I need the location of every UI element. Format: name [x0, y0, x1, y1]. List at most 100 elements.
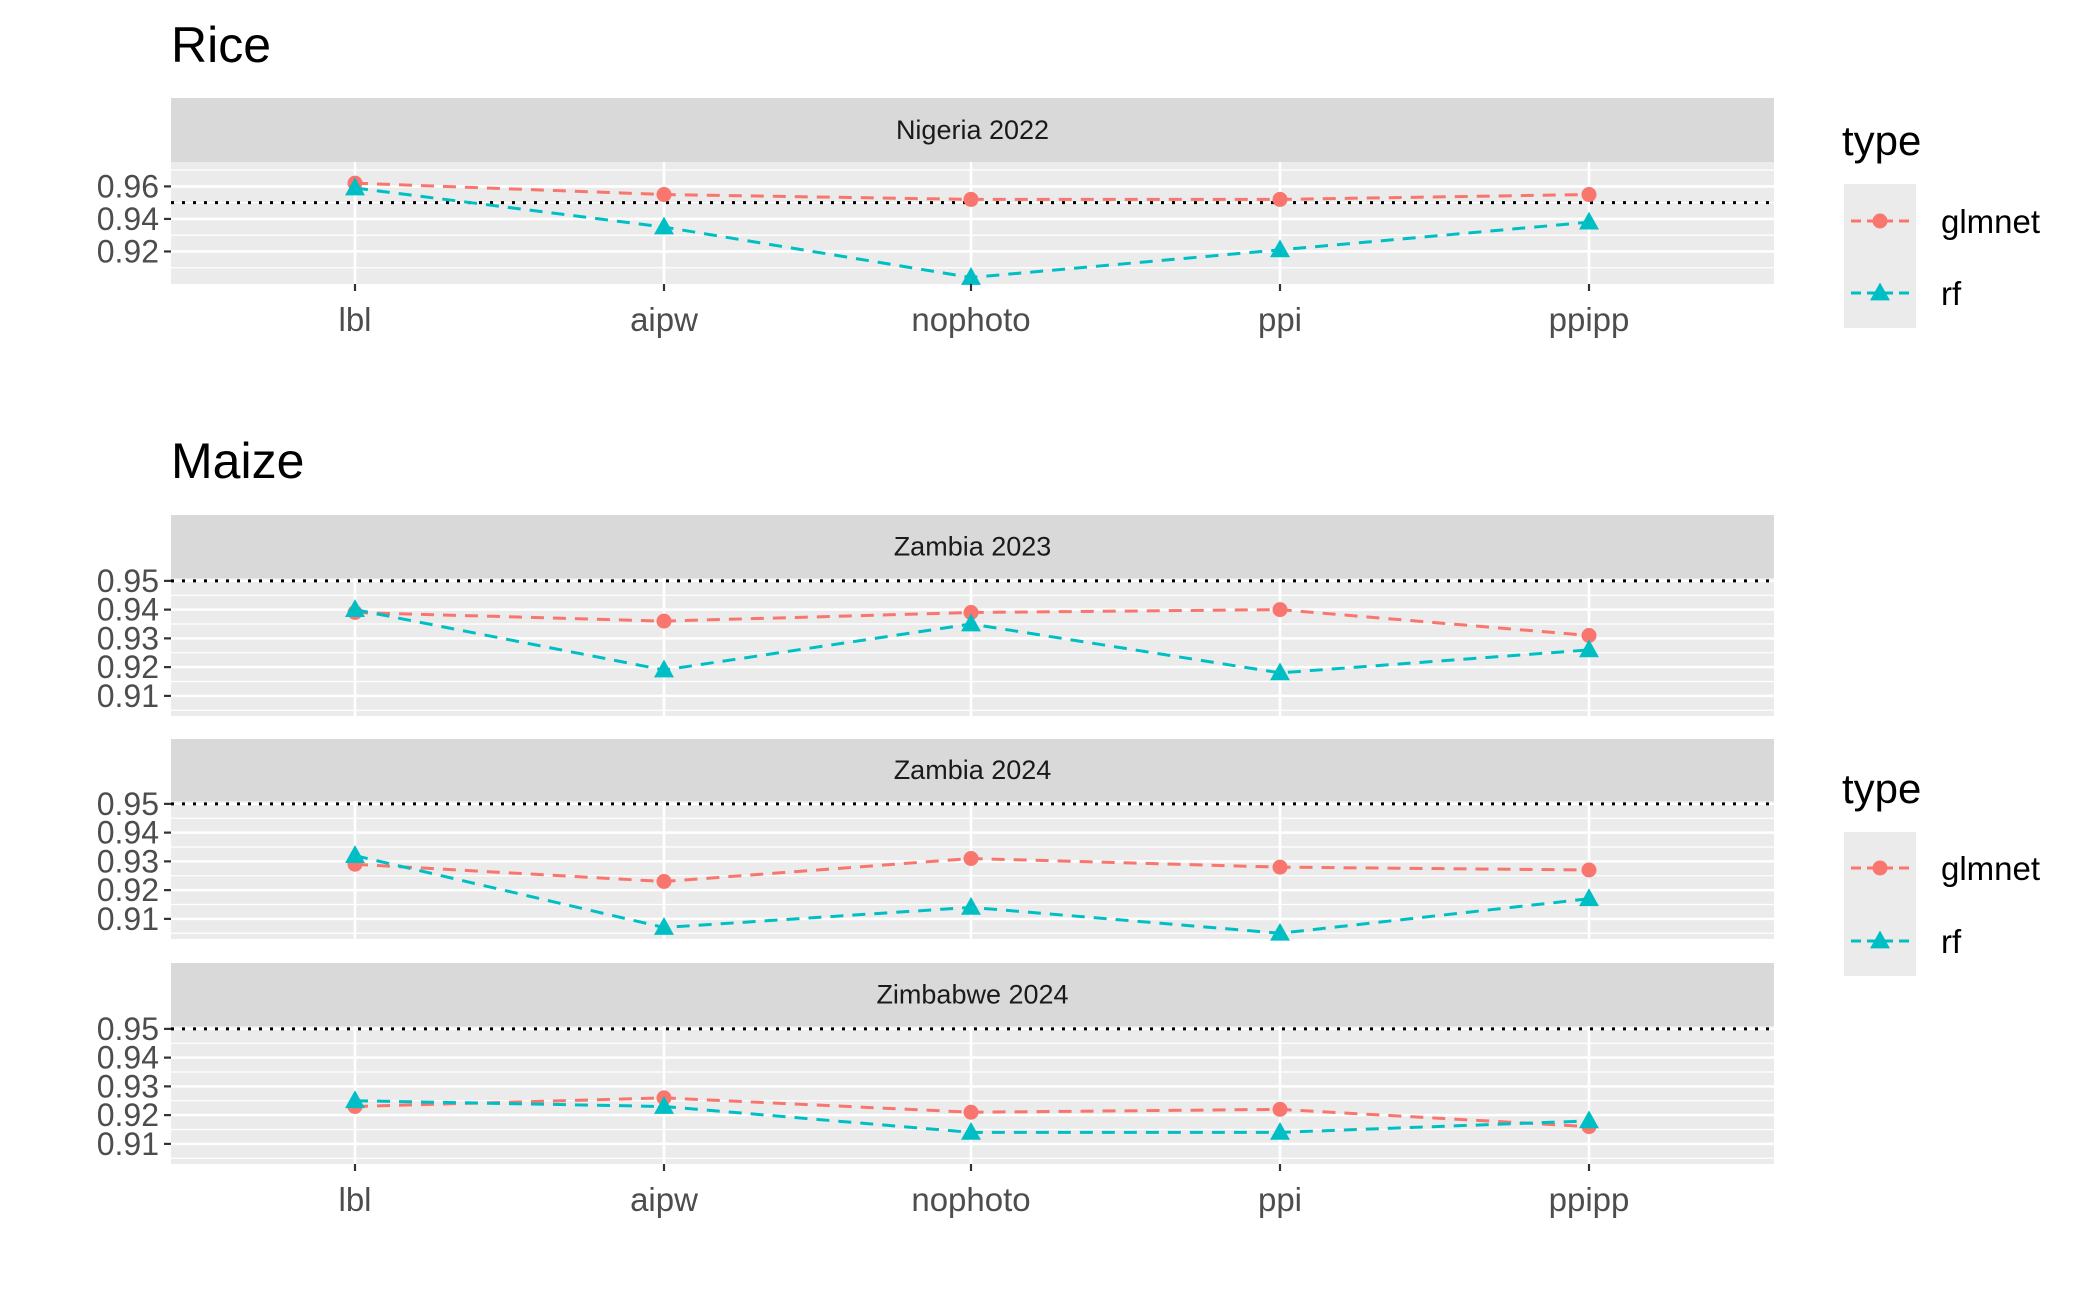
point-glmnet-ppipp — [1581, 628, 1597, 643]
y-tick-label: 0.93 — [97, 1068, 159, 1104]
legend-marker-rf — [1870, 930, 1890, 949]
y-tick-label: 0.92 — [97, 233, 159, 269]
strip-background — [171, 515, 1774, 578]
point-glmnet-nophoto — [963, 851, 979, 866]
x-tick-label: nophoto — [911, 301, 1030, 338]
point-rf-ppi — [1270, 1121, 1290, 1140]
legend-label: glmnet — [1941, 203, 2040, 240]
point-rf-aipw — [654, 917, 674, 935]
x-tick-label: lbl — [338, 301, 371, 338]
point-glmnet-ppi — [1272, 1101, 1288, 1117]
legend: type glmnet rf — [1842, 117, 2040, 328]
strip-background — [171, 98, 1774, 162]
series-rf — [345, 599, 1599, 681]
point-glmnet-ppi — [1272, 602, 1288, 618]
legend-title: type — [1842, 765, 1921, 812]
series-glmnet — [347, 851, 1597, 889]
point-glmnet-ppi — [1272, 859, 1288, 875]
legend-label: rf — [1941, 275, 1962, 312]
point-rf-aipw — [654, 216, 674, 235]
chart-title: Maize — [171, 433, 304, 489]
y-tick-label: 0.95 — [97, 1011, 159, 1047]
y-tick-label: 0.95 — [97, 786, 159, 822]
point-rf-lbl — [345, 177, 365, 196]
panel-background — [171, 162, 1774, 284]
y-tick-label: 0.92 — [97, 872, 159, 908]
legend-key-background — [1844, 184, 1916, 328]
point-rf-ppi — [1270, 239, 1290, 258]
point-rf-aipw — [654, 659, 674, 678]
strip-label: Zimbabwe 2024 — [876, 980, 1068, 1010]
y-tick-label: 0.91 — [97, 678, 159, 714]
legend-key-background — [1844, 832, 1916, 976]
y-tick-label: 0.94 — [97, 592, 159, 628]
x-tick-label: ppipp — [1549, 301, 1630, 338]
point-glmnet-nophoto — [963, 191, 979, 207]
strip-background — [171, 739, 1774, 801]
legend-marker-glmnet — [1872, 213, 1888, 229]
x-tick-label: lbl — [338, 1181, 371, 1218]
point-rf-lbl — [345, 599, 365, 617]
point-rf-nophoto — [961, 896, 981, 915]
legend-marker-glmnet — [1872, 860, 1888, 876]
x-tick-label: nophoto — [911, 1181, 1030, 1218]
strip-label: Nigeria 2022 — [896, 115, 1049, 145]
panel-zimbabwe-2024: Zimbabwe 2024 0.910.920.930.940.95 lbl aipw… — [97, 963, 1774, 1218]
y-tick-label: 0.92 — [97, 1097, 159, 1133]
y-tick-label: 0.94 — [97, 815, 159, 851]
x-tick-label: ppi — [1258, 301, 1302, 338]
x-tick-label: ppi — [1258, 1181, 1302, 1218]
y-tick-label: 0.91 — [97, 1126, 159, 1162]
panel-zambia-2024: Zambia 2024 0.910.920.930.940.95 — [97, 739, 1774, 941]
point-glmnet-aipw — [656, 187, 672, 203]
strip-background — [171, 963, 1774, 1026]
point-rf-ppi — [1270, 922, 1290, 941]
point-glmnet-aipw — [656, 613, 672, 629]
y-tick-label: 0.91 — [97, 901, 159, 937]
legend-entry-glmnet: glmnet — [1851, 203, 2040, 240]
legend-entry-rf: rf — [1851, 923, 1962, 960]
series-rf — [345, 177, 1599, 285]
point-rf-nophoto — [961, 613, 981, 632]
legend-title: type — [1842, 117, 1921, 164]
point-glmnet-aipw — [656, 874, 672, 889]
legend: type glmnet rf — [1842, 765, 2040, 976]
panel-background — [171, 1026, 1774, 1164]
panel-nigeria-2022: Nigeria 2022 0.920.940.96 lbl aipw nophoto pp… — [97, 98, 1774, 338]
point-glmnet-ppi — [1272, 191, 1288, 207]
y-tick-label: 0.94 — [97, 201, 159, 237]
strip-label: Zambia 2024 — [894, 755, 1052, 785]
x-tick-label: aipw — [630, 1181, 698, 1218]
legend-entry-rf: rf — [1851, 275, 1962, 312]
point-rf-lbl — [345, 845, 365, 863]
point-glmnet-ppipp — [1581, 862, 1597, 878]
point-glmnet-nophoto — [963, 1104, 979, 1120]
point-glmnet-nophoto — [963, 605, 979, 620]
y-tick-label: 0.96 — [97, 168, 159, 204]
legend-label: glmnet — [1941, 850, 2040, 887]
series-rf — [345, 845, 1599, 941]
legend-entry-glmnet: glmnet — [1851, 850, 2040, 887]
point-rf-nophoto — [961, 1121, 981, 1140]
point-rf-ppipp — [1579, 211, 1599, 230]
panel-zambia-2023: Zambia 2023 0.910.920.930.940.95 — [97, 515, 1774, 716]
point-rf-nophoto — [961, 266, 981, 285]
point-rf-ppipp — [1579, 1110, 1599, 1129]
point-rf-ppipp — [1579, 888, 1599, 907]
legend-label: rf — [1941, 923, 1962, 960]
x-tick-label: aipw — [630, 301, 698, 338]
legends-layer: type glmnet rf type glmnet rf — [1842, 117, 2040, 976]
y-tick-label: 0.94 — [97, 1040, 159, 1076]
strip-label: Zambia 2023 — [894, 532, 1052, 562]
point-rf-ppi — [1270, 662, 1290, 681]
series-rf — [345, 1090, 1599, 1140]
y-tick-label: 0.93 — [97, 620, 159, 656]
chart-rice: Rice Nigeria 2022 0.920.940.96 lbl aipw nopho… — [97, 17, 1774, 338]
y-tick-label: 0.92 — [97, 649, 159, 685]
y-tick-label: 0.95 — [97, 563, 159, 599]
chart-title: Rice — [171, 17, 271, 73]
legend-marker-rf — [1870, 282, 1890, 301]
